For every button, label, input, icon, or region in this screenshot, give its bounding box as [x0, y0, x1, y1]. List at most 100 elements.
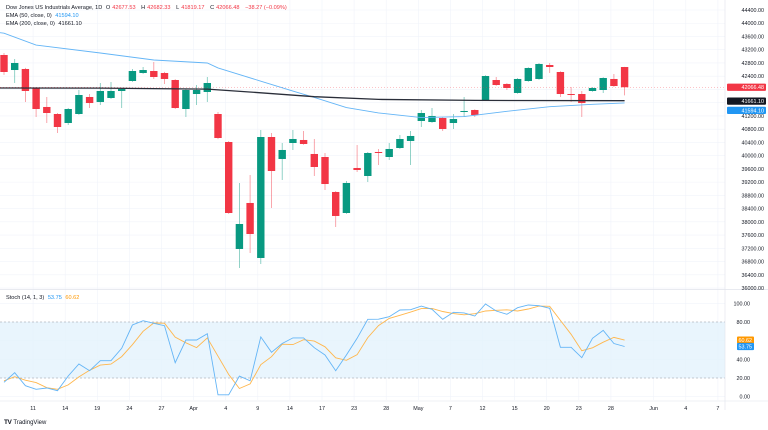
candle-up: [235, 223, 244, 249]
price-badge-label: 42066.48: [742, 85, 764, 91]
time-axis-label: 12: [480, 406, 486, 412]
stoch-axis-label: 20.00: [737, 376, 751, 382]
time-axis-label: 14: [287, 406, 293, 412]
stoch-axis-label: 100.00: [734, 301, 751, 307]
candle-down: [160, 72, 169, 79]
candle-down: [332, 191, 340, 216]
high-value: 42682.33: [147, 5, 171, 11]
ema50-legend[interactable]: EMA (50, close, 0) 41594.10: [6, 12, 81, 20]
price-badge-label: 41594.10: [742, 108, 764, 114]
ema50-label: EMA (50, close, 0): [6, 13, 52, 19]
symbol-title: Dow Jones US Industrials Average, 1D: [6, 5, 103, 11]
stoch-axis-label: 0.00: [740, 395, 751, 401]
stoch-axis-label: 80.00: [737, 320, 751, 326]
candle-up: [449, 118, 458, 124]
candles: [0, 53, 629, 268]
price-axis-label: 38000.00: [742, 220, 764, 226]
candle-up: [588, 87, 597, 91]
candle-down: [374, 151, 383, 153]
candle-up: [481, 76, 490, 100]
price-axis-label: 39600.00: [742, 167, 764, 173]
time-axis-label: 17: [319, 406, 325, 412]
time-axis-label: 15: [512, 406, 518, 412]
price-badge: [727, 106, 766, 114]
stoch-badge: [737, 342, 754, 351]
candle-down: [321, 156, 329, 185]
candle-down: [353, 167, 361, 171]
price-axis-label: 38800.00: [742, 193, 764, 199]
price-axis-label: 40400.00: [742, 140, 764, 146]
price-axis-label: 44000.00: [742, 21, 764, 27]
candle-down: [439, 118, 447, 129]
time-axis-label: May: [413, 406, 423, 412]
candle-down: [556, 71, 565, 95]
time-axis-label: 14: [62, 406, 68, 412]
stoch-band-fill: [0, 322, 725, 378]
time-axis-label: 19: [94, 406, 100, 412]
candle-up: [524, 67, 532, 81]
candle-up: [118, 89, 126, 91]
time-axis-label: Apr: [189, 406, 198, 412]
candle-down: [310, 153, 318, 167]
ema200-line: [0, 87, 625, 102]
stoch-label: Stoch (14, 1, 3): [6, 295, 45, 301]
open-label: O: [105, 5, 111, 11]
candle-down: [150, 71, 158, 77]
candle-up: [96, 90, 104, 102]
ema200-legend[interactable]: EMA (200, close, 0) 41661.10: [6, 20, 84, 28]
time-axis-label: 20: [544, 406, 550, 412]
price-axis-label: 36000.00: [742, 286, 764, 292]
candle-up: [428, 115, 436, 123]
candle-down: [43, 106, 51, 114]
stoch-badge-label: 53.75: [739, 344, 753, 350]
candle-down: [21, 68, 30, 91]
price-axis-label: 36800.00: [742, 260, 764, 266]
price-axis-label: 43200.00: [742, 48, 764, 54]
stoch-d-line: [3, 305, 625, 390]
candle-down: [0, 54, 8, 72]
time-axis-label: Jun: [649, 406, 658, 412]
low-label: L: [176, 5, 180, 11]
candle-up: [139, 70, 147, 73]
axes[interactable]: 44400.00 44000.00 43600.00 43200.00 42800.00…: [0, 0, 768, 412]
candle-up: [396, 138, 404, 148]
time-axis-label: 28: [383, 406, 389, 412]
price-badge: [727, 83, 766, 91]
candle-up: [513, 78, 522, 93]
price-axis-label: 41200.00: [742, 114, 764, 120]
change-value: −38.27 (−0.09%): [245, 5, 287, 11]
candle-down: [53, 114, 62, 128]
stoch-badge-label: 60.62: [739, 338, 753, 344]
ema50-line: [0, 32, 625, 119]
candle-down: [85, 96, 94, 104]
candle-up: [278, 149, 286, 159]
candle-up: [182, 90, 190, 110]
price-axis-label: 42400.00: [742, 74, 764, 80]
candle-down: [171, 80, 179, 109]
stoch-lines: [3, 303, 625, 396]
candle-up: [257, 137, 265, 258]
time-axis-label: 7: [716, 406, 719, 412]
high-label: H: [141, 5, 146, 11]
ema200-label: EMA (200, close, 0): [6, 21, 55, 27]
price-axis-label: 44400.00: [742, 8, 764, 14]
candle-up: [192, 90, 201, 95]
time-axis-label: 28: [608, 406, 614, 412]
stoch-k-value: 53.75: [47, 295, 62, 301]
time-axis-label: 27: [159, 406, 165, 412]
stoch-badge: [737, 336, 754, 344]
stoch-legend[interactable]: Stoch (14, 1, 3) 53.75 60.62: [6, 294, 81, 302]
stoch-k-line: [3, 303, 625, 396]
candle-down: [546, 65, 554, 67]
stoch-d-value: 60.62: [65, 295, 80, 301]
price-axis-label: 37200.00: [742, 246, 764, 252]
tradingview-logo-text: TradingView: [13, 419, 47, 426]
ema200-value: 41661.10: [58, 21, 82, 27]
price-axis-label: 37600.00: [742, 233, 764, 239]
candle-up: [342, 182, 351, 214]
time-axis-label: 4: [684, 406, 687, 412]
candle-up: [64, 109, 72, 124]
candle-up: [460, 110, 468, 112]
tradingview-logo[interactable]: TV TradingView: [4, 419, 46, 426]
